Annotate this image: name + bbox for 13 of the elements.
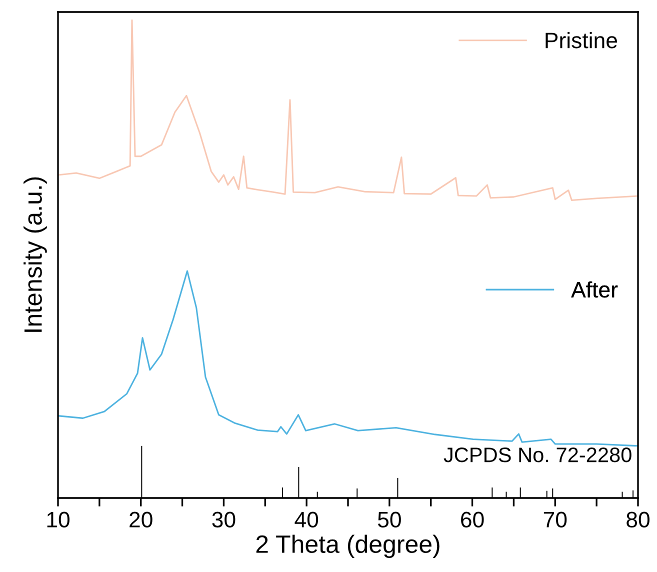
legend-label: After — [571, 281, 618, 298]
x-axis-title: 2 Theta (degree) — [256, 534, 440, 558]
x-tick-label: 30 — [212, 512, 236, 528]
x-tick-label: 20 — [130, 512, 152, 528]
x-tick-label: 10 — [47, 512, 70, 528]
legend-label: Pristine — [546, 32, 618, 48]
x-tick-label: 50 — [378, 512, 401, 528]
x-tick-label: 70 — [544, 512, 567, 528]
annotation: JCPDS No. 72-2280 — [444, 448, 632, 462]
x-tick-label: 60 — [461, 512, 484, 528]
x-tick-label: 80 — [626, 512, 650, 528]
x-tick-label: 40 — [294, 512, 318, 528]
y-axis-title: Intensity (a.u.) — [24, 177, 47, 332]
